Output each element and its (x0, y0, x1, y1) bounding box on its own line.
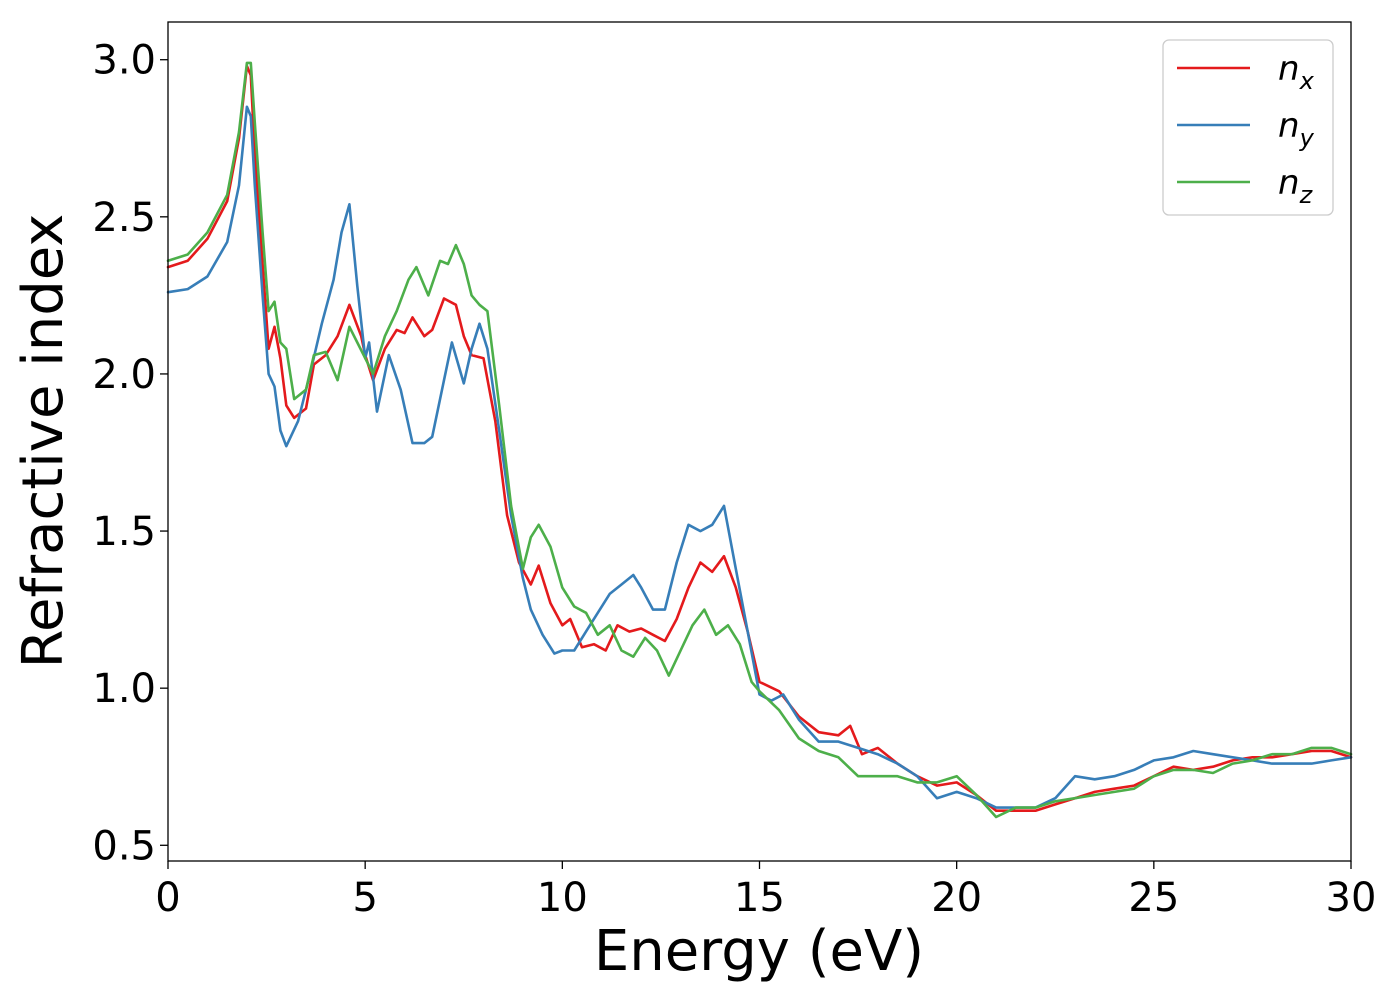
legend-label-y: ny (1278, 106, 1315, 152)
x-tick-label: 25 (1128, 875, 1179, 921)
y-axis-title: Refractive index (11, 214, 76, 669)
x-axis-title: Energy (eV) (594, 919, 924, 984)
x-tick-label: 15 (734, 875, 785, 921)
legend-label-base: n (1278, 106, 1300, 146)
legend-label-base: n (1278, 49, 1300, 89)
series-line-x (166, 64, 1353, 812)
y-tick-label: 3.0 (92, 38, 156, 84)
y-tick-label: 0.5 (92, 823, 156, 869)
legend-label-subscript: y (1299, 124, 1315, 152)
x-tick-label: 30 (1326, 875, 1377, 921)
y-tick-label: 2.5 (92, 195, 156, 241)
legend-box (1162, 39, 1334, 216)
y-tick-label: 1.5 (92, 509, 156, 555)
legend-label-subscript: x (1299, 67, 1315, 95)
x-tick-label: 0 (155, 875, 180, 921)
x-tick-label: 10 (537, 875, 588, 921)
x-tick-label: 5 (352, 875, 377, 921)
x-tick-label: 20 (931, 875, 982, 921)
y-tick-label: 1.0 (92, 666, 156, 712)
series-layer (166, 61, 1353, 819)
y-tick-label: 2.0 (92, 352, 156, 398)
legend-label-z: nz (1278, 163, 1314, 209)
series-line-y (166, 105, 1353, 809)
y-axis: 0.5 1.0 1.5 2.0 2.5 3.0 (92, 38, 168, 869)
legend-label-x: nx (1278, 49, 1315, 95)
legend-label-base: n (1278, 163, 1300, 203)
x-axis: 0 5 10 15 20 25 30 (155, 861, 1376, 921)
plot-background (168, 22, 1351, 861)
legend-label-subscript: z (1299, 181, 1314, 209)
series-line-z (166, 61, 1353, 819)
